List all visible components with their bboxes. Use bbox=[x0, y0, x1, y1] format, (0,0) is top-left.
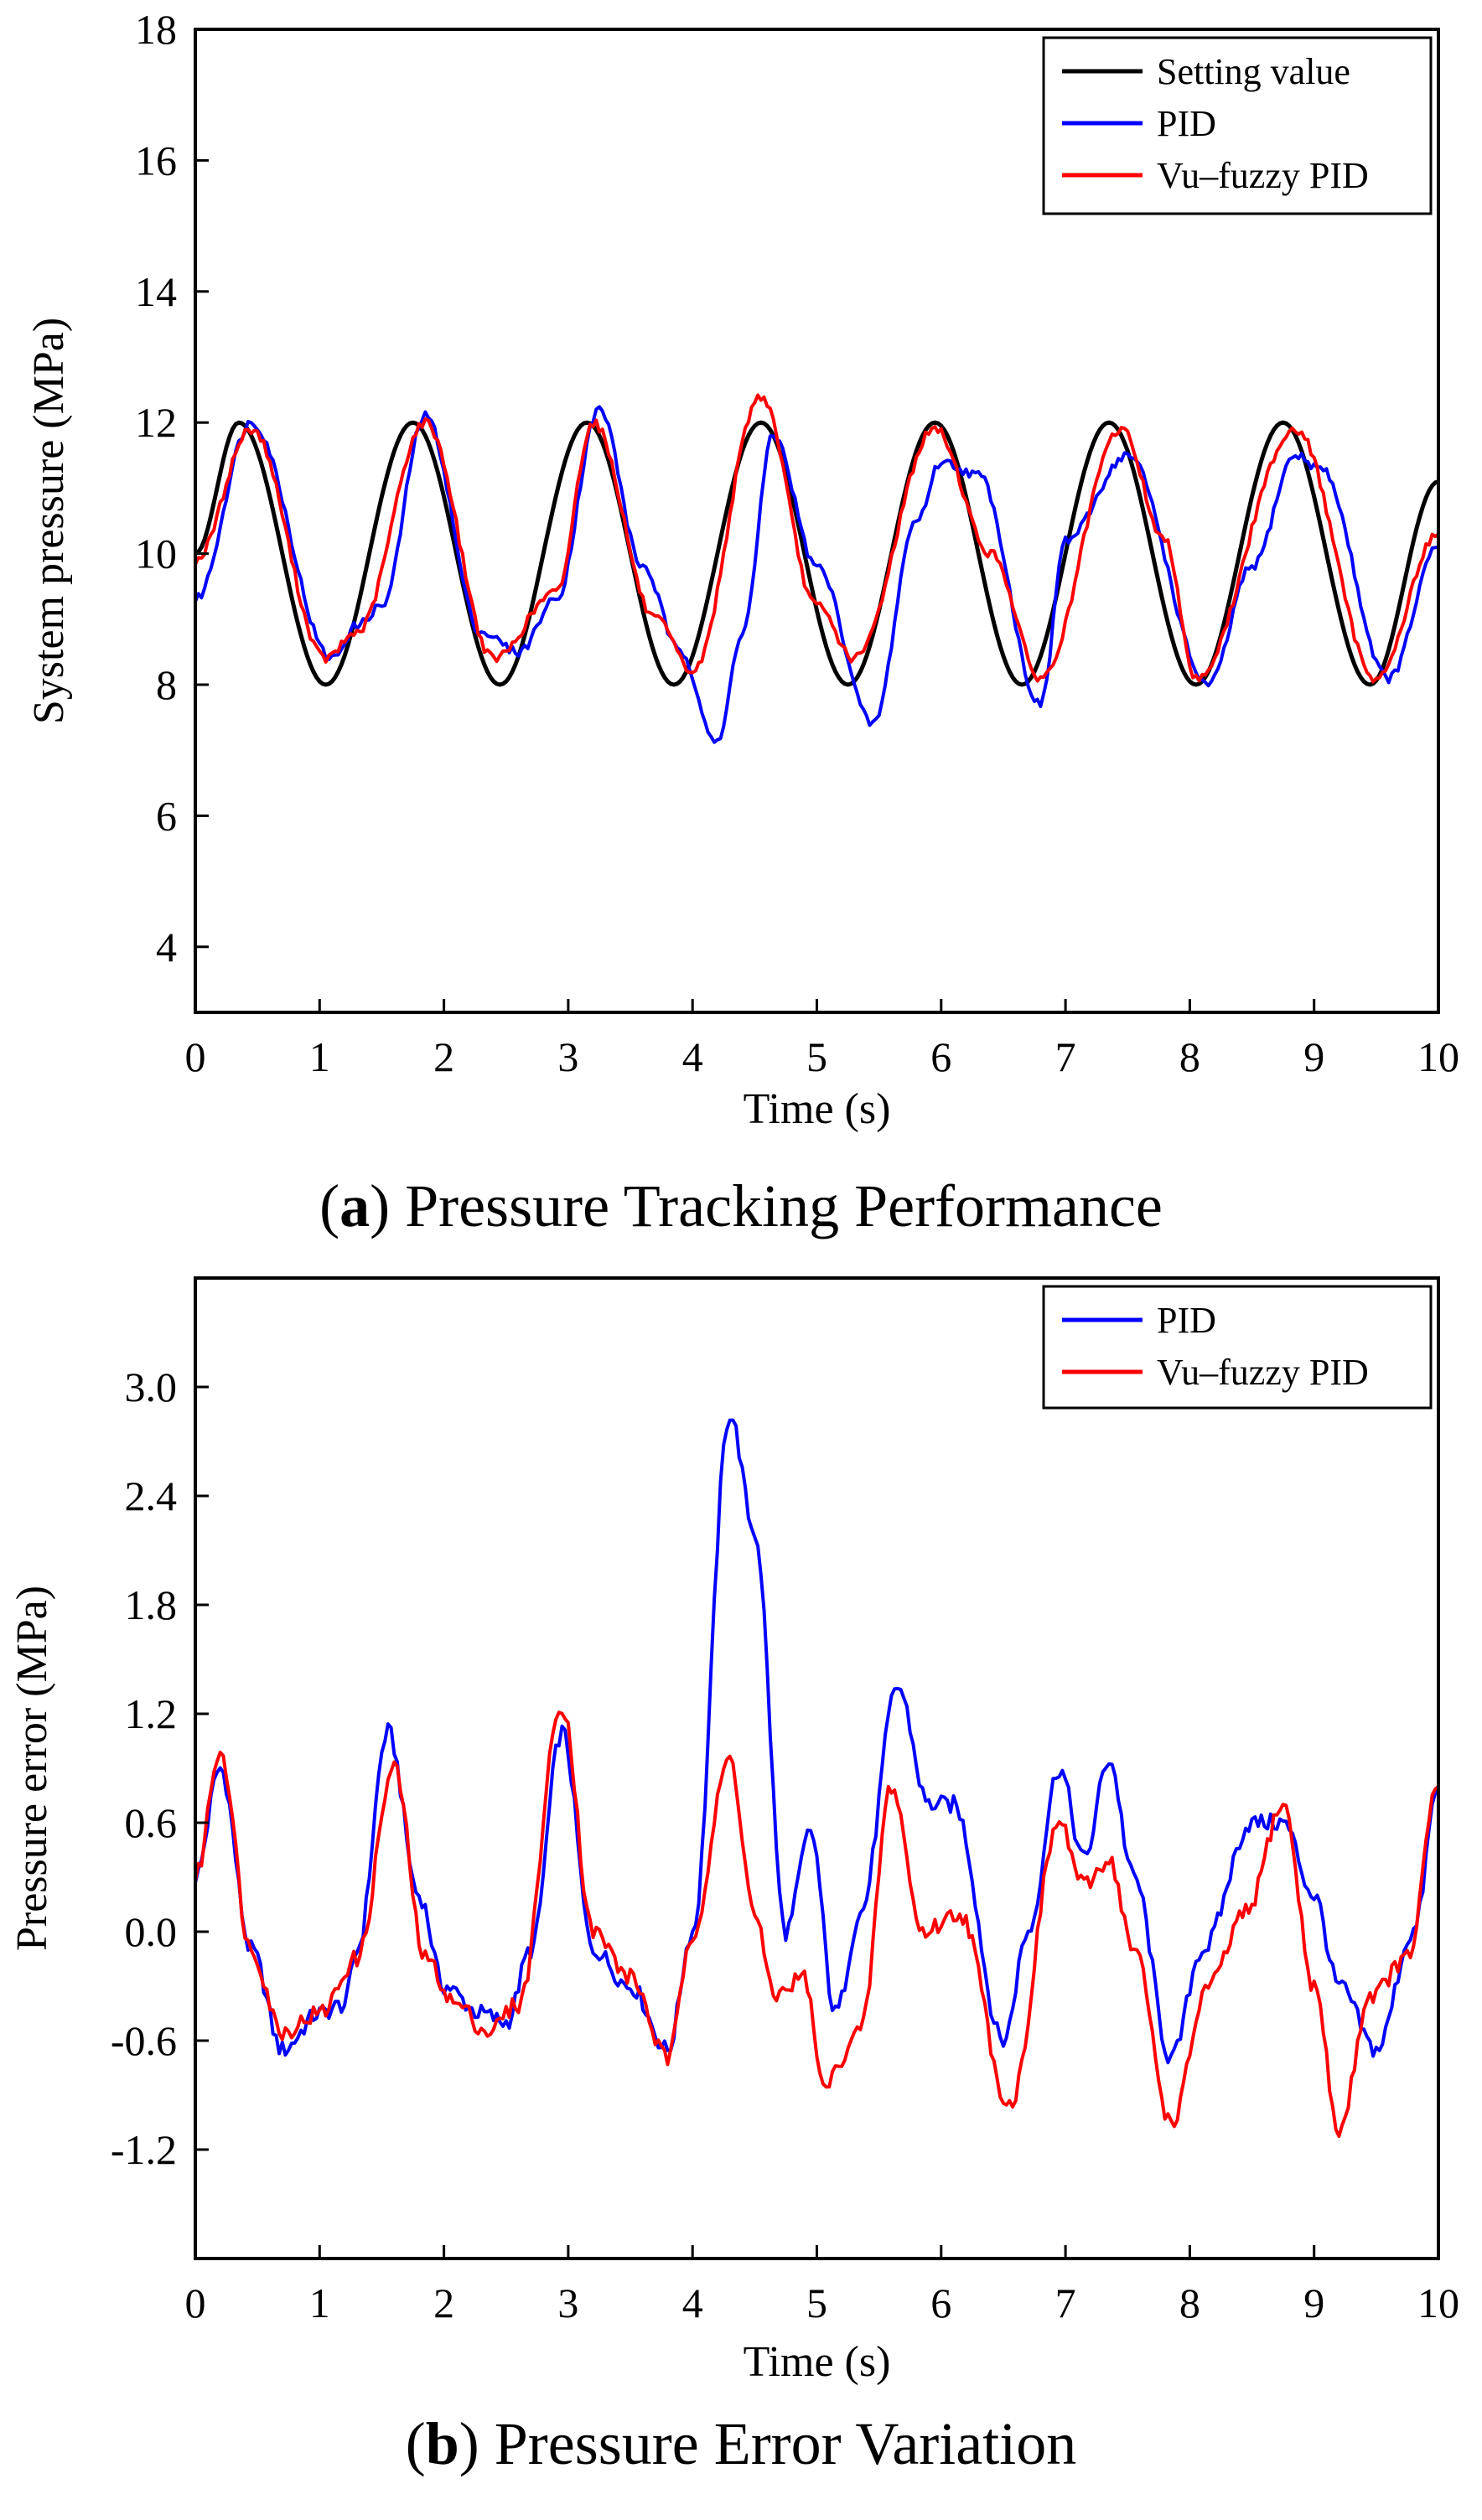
y-tick-label: 0.0 bbox=[125, 1908, 178, 1955]
legend-label: Vu–fuzzy PID bbox=[1157, 155, 1369, 196]
series-line bbox=[194, 420, 1439, 687]
y-tick-label: 12 bbox=[135, 399, 177, 446]
series-line bbox=[194, 1710, 1440, 2139]
y-tick-label: 2.4 bbox=[125, 1472, 178, 1519]
caption-b: (b) Pressure Error Variation bbox=[405, 2410, 1077, 2477]
legend-label: PID bbox=[1157, 1300, 1216, 1341]
legend: PID Vu–fuzzy PID bbox=[1042, 1285, 1433, 1410]
y-tick-label: -0.6 bbox=[111, 2017, 177, 2064]
x-tick-label: 8 bbox=[1179, 2279, 1200, 2326]
caption-b-text: Pressure Error Variation bbox=[479, 2410, 1077, 2477]
series-line bbox=[194, 1418, 1440, 2065]
x-tick-label: 5 bbox=[806, 2279, 827, 2326]
y-tick-label: 10 bbox=[135, 530, 177, 577]
x-tick-label: 5 bbox=[806, 1033, 827, 1080]
plot-frame bbox=[194, 1276, 1440, 2260]
x-tick-label: 3 bbox=[557, 1033, 578, 1080]
x-tick-label: 7 bbox=[1055, 1033, 1076, 1080]
x-tick-label: 1 bbox=[309, 1033, 330, 1080]
y-tick-label: -1.2 bbox=[111, 2126, 177, 2173]
chart-b: 0 1 2 3 4 5 6 7 8 9 10 -1.2 -0.6 0.0 0.6 1.2 1.8 2.4 3.0 Ti… bbox=[8, 1276, 1459, 2386]
caption-a-letter: a bbox=[339, 1172, 370, 1239]
legend-label: PID bbox=[1157, 103, 1216, 144]
x-tick-label: 0 bbox=[185, 1033, 206, 1080]
legend-box bbox=[1042, 36, 1433, 215]
x-tick-label: 7 bbox=[1055, 2279, 1076, 2326]
x-tick-label: 8 bbox=[1179, 1033, 1200, 1080]
y-tick-label: 16 bbox=[135, 137, 177, 184]
x-tick-label: 10 bbox=[1417, 2279, 1459, 2326]
x-axis-label: Time (s) bbox=[744, 2338, 891, 2386]
y-tick-label: 4 bbox=[156, 924, 177, 970]
x-tick-label: 9 bbox=[1303, 1033, 1324, 1080]
caption-a-text: Pressure Tracking Performance bbox=[390, 1172, 1163, 1239]
x-tick-label: 6 bbox=[930, 2279, 951, 2326]
caption-b-letter: b bbox=[425, 2410, 459, 2477]
legend-label: Setting value bbox=[1157, 51, 1350, 92]
y-tick-label: 18 bbox=[135, 6, 177, 53]
caption-a: (a) Pressure Tracking Performance bbox=[319, 1172, 1163, 1239]
y-tick-label: 0.6 bbox=[125, 1799, 178, 1846]
y-tick-label: 6 bbox=[156, 792, 177, 839]
x-tick-label: 9 bbox=[1303, 2279, 1324, 2326]
x-tick-label: 4 bbox=[682, 1033, 703, 1080]
x-tick-label: 1 bbox=[309, 2279, 330, 2326]
legend-box bbox=[1042, 1285, 1433, 1410]
y-tick-label: 8 bbox=[156, 661, 177, 708]
x-tick-label: 2 bbox=[433, 1033, 454, 1080]
x-tick-label: 3 bbox=[557, 2279, 578, 2326]
y-axis-label: Pressure error (MPa) bbox=[8, 1586, 56, 1951]
y-tick-label: 1.2 bbox=[125, 1690, 178, 1737]
series-line bbox=[194, 405, 1439, 744]
y-tick-label: 14 bbox=[135, 268, 177, 315]
legend: Setting value PID Vu–fuzzy PID bbox=[1042, 36, 1433, 215]
x-tick-label: 10 bbox=[1417, 1033, 1459, 1080]
x-tick-label: 4 bbox=[682, 2279, 703, 2326]
y-axis-label: System pressure (MPa) bbox=[25, 318, 73, 724]
y-tick-label: 3.0 bbox=[125, 1363, 178, 1410]
legend-label: Vu–fuzzy PID bbox=[1157, 1352, 1369, 1393]
x-axis-label: Time (s) bbox=[744, 1085, 891, 1133]
y-tick-label: 1.8 bbox=[125, 1581, 178, 1628]
x-tick-label: 6 bbox=[930, 1033, 951, 1080]
x-tick-label: 0 bbox=[185, 2279, 206, 2326]
series-line bbox=[194, 393, 1440, 684]
x-tick-label: 2 bbox=[433, 2279, 454, 2326]
